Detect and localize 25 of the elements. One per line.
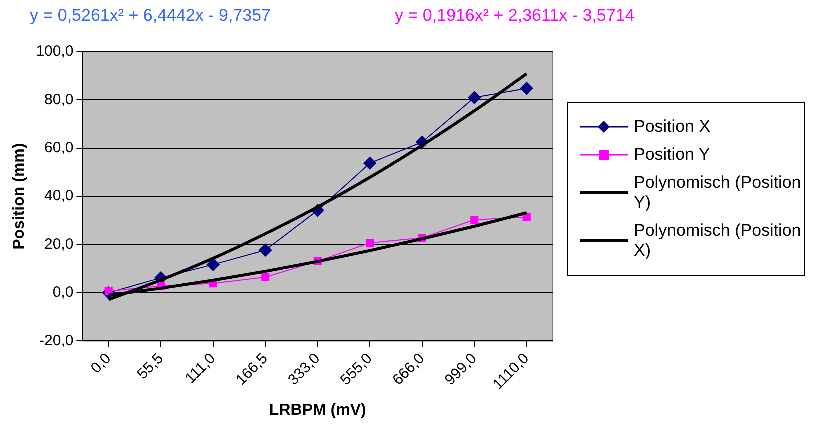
text: y = 0,1916x² + 2,3611x - 3,5714: [395, 6, 635, 26]
y-tick-label: 100,0: [36, 43, 74, 60]
x-axis-title: LRBPM (mV): [269, 402, 366, 419]
point: [522, 213, 531, 222]
point: [468, 91, 482, 104]
y-tick-label: -20,0: [40, 332, 74, 350]
legend-label: Position Y: [634, 145, 710, 165]
x-tick-label: 0,0: [88, 350, 115, 378]
point: [262, 273, 270, 282]
text: y = 0,5261x² + 6,4442x - 9,7357: [30, 6, 272, 26]
point: [259, 244, 272, 257]
y-tick-label: 20,0: [44, 236, 74, 253]
legend-label: Polynomisch (Position X): [634, 221, 802, 261]
legend-label: Polynomisch (Position Y): [634, 173, 802, 213]
y-tick-label: 80,0: [44, 91, 74, 108]
point: [364, 156, 377, 170]
y-tick-label: 40,0: [44, 188, 74, 205]
point: [206, 258, 220, 272]
legend-label: Position X: [634, 117, 711, 137]
point: [470, 216, 479, 224]
y-tick-label: 60,0: [44, 140, 74, 157]
point: [366, 239, 374, 248]
y-tick-label: 0,0: [52, 284, 74, 302]
point: [520, 82, 534, 96]
y-axis-title: Position (mm): [11, 143, 28, 250]
